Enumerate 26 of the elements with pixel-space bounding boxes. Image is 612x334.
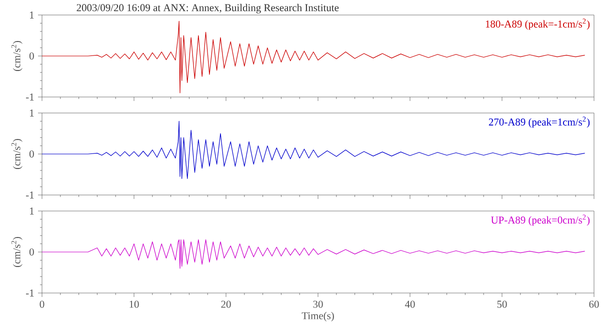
x-tick-label: 0 — [40, 300, 44, 308]
y-axis-title: (cm/s$^{2}$) — [11, 139, 22, 169]
line-series — [42, 20, 586, 94]
text: 270-A89 (peak=1cm/s$^{2}$) — [488, 116, 590, 128]
text: UP-A89 (peak=0cm/s$^{2}$) — [491, 214, 590, 226]
y-tick-label: 0 — [29, 52, 34, 60]
y-tick-label: 0 — [29, 248, 34, 256]
x-tick-label: 20 — [221, 300, 231, 308]
text: 180-A89 (peak=-1cm/s$^{2}$) — [486, 18, 590, 30]
x-tick-label: 10 — [130, 300, 139, 308]
y-axis-title: (cm/s$^{2}$) — [11, 41, 22, 71]
x-axis-title: Time(s) — [302, 312, 334, 322]
x-tick-label: 60 — [589, 300, 599, 308]
y-tick-label: -1 — [26, 94, 34, 100]
line-series — [42, 239, 586, 269]
y-tick-label: 1 — [30, 12, 34, 18]
y-tick-label: 1 — [30, 110, 34, 116]
y-tick-label: 1 — [30, 208, 34, 214]
x-tick-label: 40 — [404, 300, 415, 308]
y-tick-label: -1 — [26, 290, 34, 296]
chart-title: 2003/09/20 16:09 at ANX: Annex, Building Research Institute — [76, 4, 339, 14]
x-tick-label: 30 — [313, 300, 323, 308]
y-axis-title: (cm/s$^{2}$) — [11, 237, 22, 267]
y-tick-label: -1 — [26, 192, 34, 198]
y-tick-label: 0 — [29, 150, 34, 158]
x-tick-label: 50 — [497, 300, 507, 308]
